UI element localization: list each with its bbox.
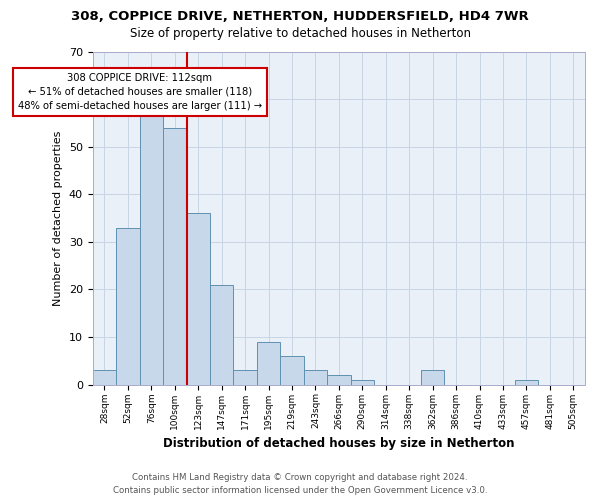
Text: Size of property relative to detached houses in Netherton: Size of property relative to detached ho… (130, 28, 470, 40)
Text: 308, COPPICE DRIVE, NETHERTON, HUDDERSFIELD, HD4 7WR: 308, COPPICE DRIVE, NETHERTON, HUDDERSFI… (71, 10, 529, 23)
Bar (233, 370, 257, 384)
Bar (187, 214, 210, 384)
Bar (140, 114, 163, 384)
Bar (350, 380, 374, 384)
Bar (163, 128, 187, 384)
Bar (257, 342, 280, 384)
Text: Contains HM Land Registry data © Crown copyright and database right 2024.
Contai: Contains HM Land Registry data © Crown c… (113, 474, 487, 495)
Bar (116, 228, 140, 384)
Y-axis label: Number of detached properties: Number of detached properties (53, 130, 64, 306)
Bar (304, 370, 327, 384)
X-axis label: Distribution of detached houses by size in Netherton: Distribution of detached houses by size … (163, 437, 515, 450)
Bar (210, 284, 233, 384)
Bar (327, 375, 350, 384)
Bar (280, 356, 304, 384)
Bar (93, 370, 116, 384)
Text: 308 COPPICE DRIVE: 112sqm
← 51% of detached houses are smaller (118)
48% of semi: 308 COPPICE DRIVE: 112sqm ← 51% of detac… (17, 73, 262, 111)
Bar (421, 370, 445, 384)
Bar (515, 380, 538, 384)
